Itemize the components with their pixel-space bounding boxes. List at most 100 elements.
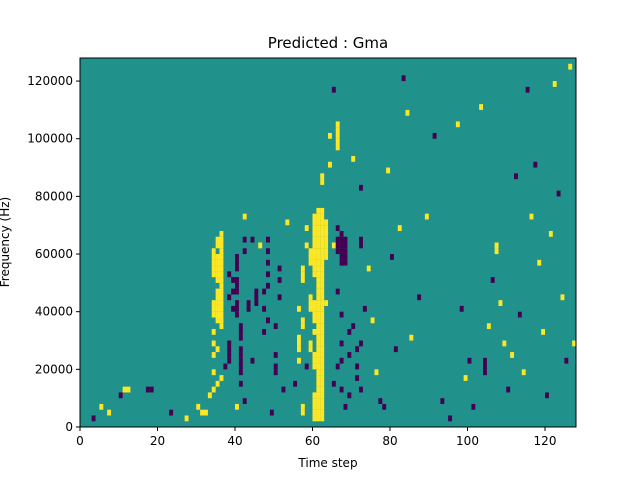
heatmap-cell-high <box>215 311 220 318</box>
heatmap-cell-high <box>320 380 325 387</box>
heatmap-cell-low <box>227 340 232 347</box>
heatmap-cell-low <box>227 346 232 353</box>
heatmap-cell-high <box>215 346 220 353</box>
heatmap-cell-low <box>238 334 243 341</box>
heatmap-cell-low <box>343 259 348 266</box>
heatmap-cell-low <box>227 357 232 364</box>
x-axis: 0 20 40 60 80 100 120 <box>76 427 556 448</box>
heatmap-cell-high <box>308 294 313 301</box>
heatmap-cell-high <box>219 277 224 283</box>
heatmap-cell-high <box>320 207 325 214</box>
heatmap-cell-high <box>211 328 216 335</box>
heatmap-cell-high <box>219 305 224 312</box>
heatmap-cell-high <box>320 334 325 341</box>
heatmap-cell-high <box>312 236 317 243</box>
heatmap-cell-high <box>320 328 325 335</box>
heatmap-cell-low <box>382 403 387 410</box>
heatmap-cell-low <box>262 305 267 312</box>
heatmap-cell-high <box>320 375 325 381</box>
x-tick-label: 0 <box>76 434 84 448</box>
heatmap-cell-high <box>521 369 526 376</box>
heatmap-cell-low <box>390 254 394 260</box>
heatmap-cell-high <box>297 340 301 347</box>
heatmap-cell-high <box>215 242 220 249</box>
heatmap-cell-low <box>235 254 239 260</box>
heatmap-cell-high <box>320 311 325 318</box>
y-tick-label: 0 <box>65 420 73 434</box>
heatmap-cell-high <box>312 305 317 312</box>
heatmap-cell-high <box>335 127 340 134</box>
heatmap-cell-low <box>262 328 267 335</box>
heatmap-cell-high <box>320 294 325 301</box>
heatmap-cell-high <box>405 109 410 116</box>
heatmap-cell-high <box>215 277 220 283</box>
heatmap-cell-high <box>541 328 546 335</box>
heatmap-cell-high <box>335 132 340 139</box>
heatmap-cell-high <box>312 409 317 416</box>
heatmap-cell-high <box>316 248 321 255</box>
heatmap-cell-high <box>211 265 216 272</box>
heatmap-cell-high <box>366 265 371 272</box>
heatmap-cell-low <box>393 346 398 353</box>
heatmap-cell-low <box>359 236 363 243</box>
heatmap-cell-low <box>238 323 243 330</box>
heatmap-cell-high <box>312 242 317 249</box>
heatmap-cell-high <box>308 254 313 260</box>
heatmap-cell-high <box>215 380 220 387</box>
heatmap-cell-low <box>514 173 518 180</box>
heatmap-cell-high <box>126 386 131 393</box>
heatmap-cell-high <box>320 386 325 393</box>
heatmap-cell-low <box>91 415 96 422</box>
heatmap-cell-high <box>320 248 325 255</box>
heatmap-cell-high <box>312 213 317 220</box>
heatmap-cell-high <box>219 311 224 318</box>
heatmap-cell-high <box>308 305 313 312</box>
heatmap-cell-high <box>312 300 317 306</box>
heatmap-cell-high <box>219 282 224 289</box>
x-axis-label: Time step <box>297 456 357 470</box>
heatmap-cell-high <box>316 259 321 266</box>
y-axis: 0 20000 40000 60000 80000 100000 120000 <box>27 74 80 434</box>
heatmap-cell-high <box>320 277 325 283</box>
y-tick-label: 100000 <box>27 132 73 146</box>
heatmap-cell-high <box>312 271 317 278</box>
heatmap-cell-low <box>254 300 259 306</box>
heatmap-cell-low <box>235 265 239 272</box>
heatmap-cell-low <box>483 357 487 364</box>
heatmap-cell-high <box>320 392 325 399</box>
heatmap-cell-high <box>184 415 189 422</box>
heatmap-cell-high <box>300 403 305 410</box>
heatmap-cell-high <box>235 403 239 410</box>
heatmap-cell-low <box>467 357 472 364</box>
heatmap-cell-low <box>564 357 569 364</box>
heatmap-cell-high <box>300 265 305 272</box>
heatmap-cell-low <box>339 311 344 318</box>
heatmap-cell-high <box>320 415 325 422</box>
heatmap-cell-high <box>324 219 329 226</box>
heatmap-cell-high <box>324 236 329 243</box>
heatmap-cell-high <box>312 311 317 318</box>
heatmap-cell-low <box>227 352 232 358</box>
heatmap-cell-low <box>359 386 363 393</box>
heatmap-cell-low <box>235 259 239 266</box>
heatmap-cell-high <box>312 219 317 226</box>
heatmap-cell-high <box>316 288 321 295</box>
heatmap-cell-high <box>300 277 305 283</box>
x-tick-label: 60 <box>305 434 320 448</box>
heatmap-cell-low <box>250 236 255 243</box>
heatmap-cell-high <box>316 236 321 243</box>
heatmap-cell-high <box>320 213 325 220</box>
y-tick-label: 40000 <box>35 305 73 319</box>
heatmap-cell-high <box>320 317 325 324</box>
heatmap-cell-high <box>320 225 325 232</box>
heatmap-cell-low <box>273 369 278 376</box>
heatmap-cell-high <box>316 317 321 324</box>
heatmap-cell-high <box>316 282 321 289</box>
heatmap-cell-high <box>560 294 565 301</box>
heatmap-cell-low <box>231 277 236 283</box>
heatmap-cell-high <box>335 138 340 145</box>
heatmap-cell-low <box>231 288 236 295</box>
heatmap-cell-high <box>320 363 325 370</box>
heatmap-cell-high <box>308 259 313 266</box>
heatmap-cell-low <box>343 248 348 255</box>
